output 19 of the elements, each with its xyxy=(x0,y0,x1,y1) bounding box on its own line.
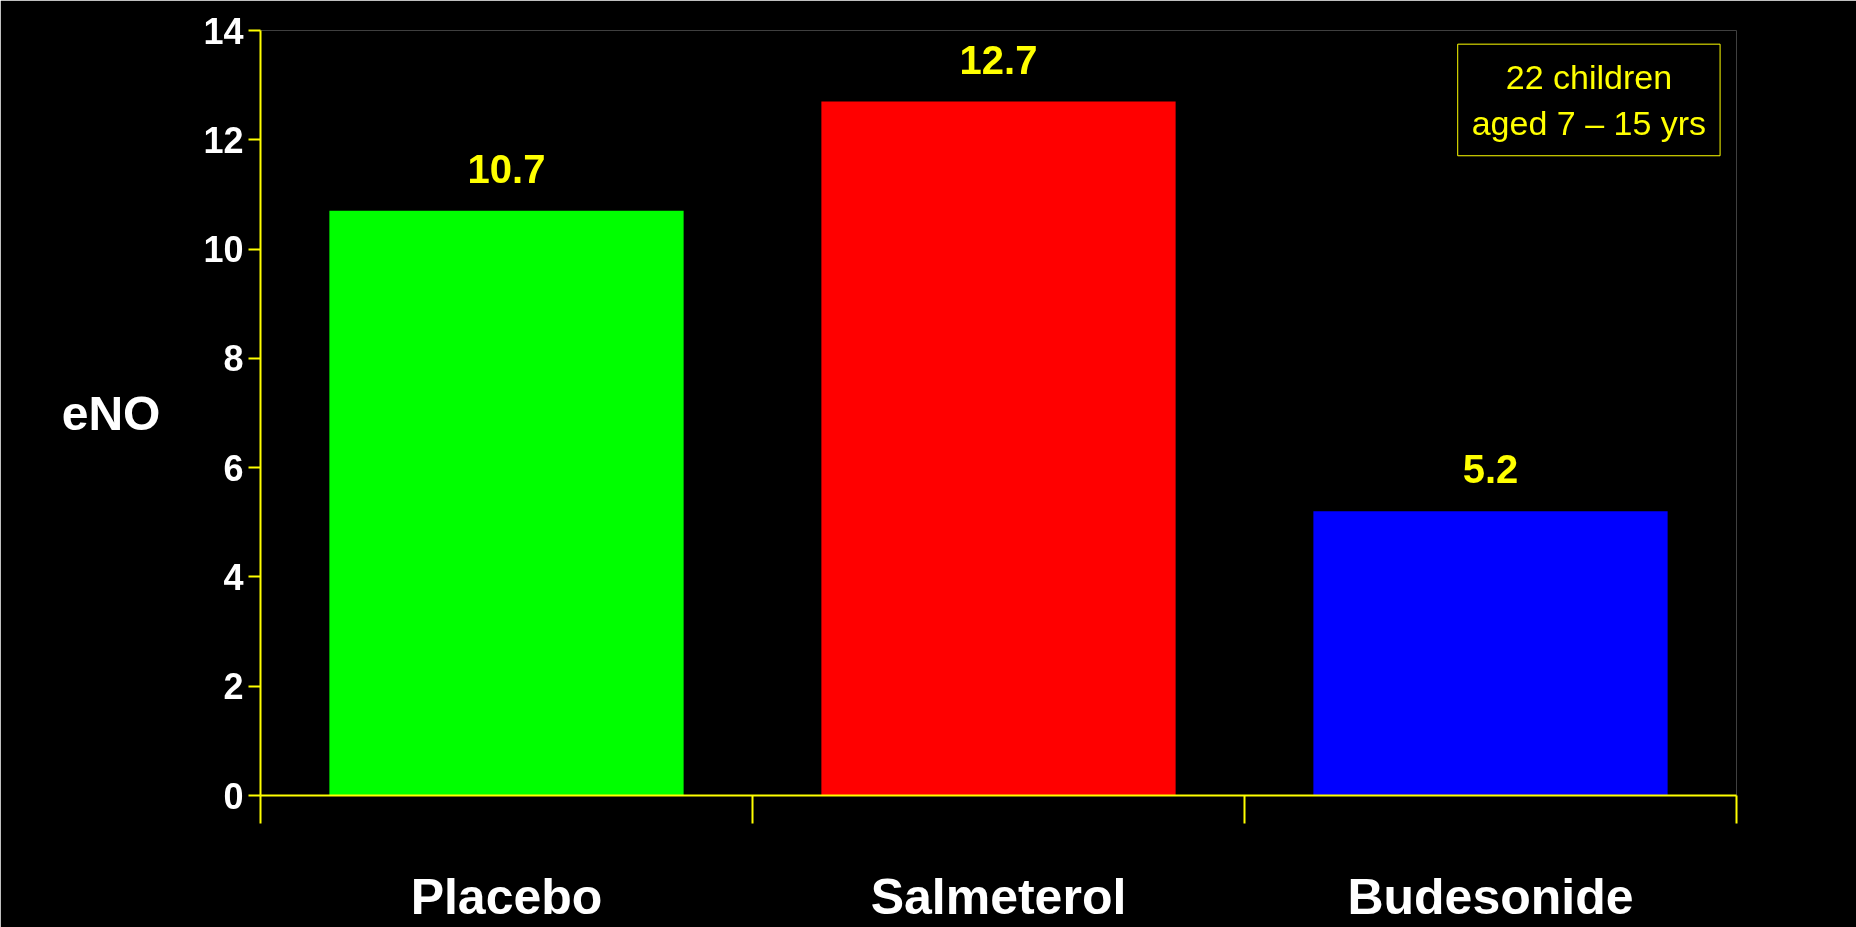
x-tick-label: Budesonide xyxy=(1347,868,1634,925)
x-tick-label: Placebo xyxy=(410,868,603,925)
bar xyxy=(329,210,684,796)
annotation: 22 children aged 7 – 15 yrs xyxy=(1471,58,1707,142)
y-tick-label: 2 xyxy=(223,666,244,708)
y-tick-label: 8 xyxy=(223,338,244,380)
x-tick-label: Salmeterol xyxy=(870,868,1127,925)
data-label: 5.2 xyxy=(1462,447,1519,492)
y-tick-label: 6 xyxy=(223,447,244,489)
data-label: 12.7 xyxy=(959,37,1038,82)
y-tick-label: 0 xyxy=(223,775,244,817)
y-tick-label: 14 xyxy=(203,10,244,52)
y-axis-title: eNO xyxy=(61,386,161,440)
y-tick-label: 10 xyxy=(203,229,244,271)
data-label: 10.7 xyxy=(467,146,546,191)
bar xyxy=(1313,511,1668,796)
y-tick-label: 12 xyxy=(203,119,244,161)
y-tick-label: 4 xyxy=(223,556,244,598)
bar xyxy=(821,101,1176,796)
